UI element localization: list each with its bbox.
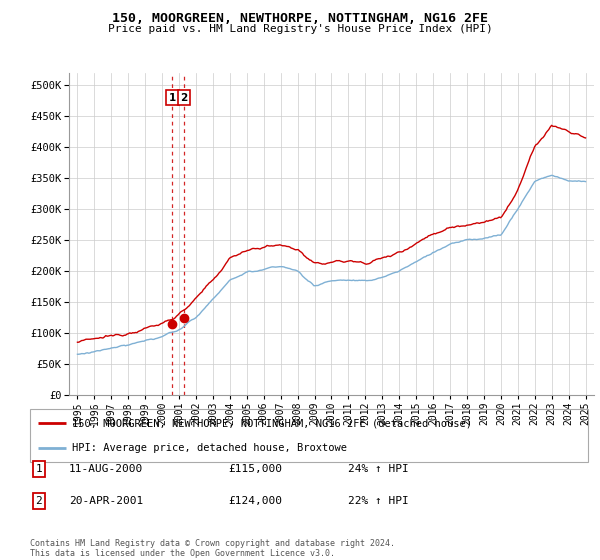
- Text: 2: 2: [181, 92, 188, 102]
- Text: 20-APR-2001: 20-APR-2001: [69, 496, 143, 506]
- Text: 1: 1: [169, 92, 176, 102]
- Text: 11-AUG-2000: 11-AUG-2000: [69, 464, 143, 474]
- Text: 22% ↑ HPI: 22% ↑ HPI: [348, 496, 409, 506]
- Text: 150, MOORGREEN, NEWTHORPE, NOTTINGHAM, NG16 2FE (detached house): 150, MOORGREEN, NEWTHORPE, NOTTINGHAM, N…: [72, 418, 472, 428]
- Text: £115,000: £115,000: [228, 464, 282, 474]
- Text: £124,000: £124,000: [228, 496, 282, 506]
- Text: 24% ↑ HPI: 24% ↑ HPI: [348, 464, 409, 474]
- Text: 2: 2: [35, 496, 43, 506]
- Text: 1: 1: [35, 464, 43, 474]
- Text: HPI: Average price, detached house, Broxtowe: HPI: Average price, detached house, Brox…: [72, 442, 347, 452]
- Text: Price paid vs. HM Land Registry's House Price Index (HPI): Price paid vs. HM Land Registry's House …: [107, 24, 493, 34]
- Text: 150, MOORGREEN, NEWTHORPE, NOTTINGHAM, NG16 2FE: 150, MOORGREEN, NEWTHORPE, NOTTINGHAM, N…: [112, 12, 488, 25]
- Text: Contains HM Land Registry data © Crown copyright and database right 2024.
This d: Contains HM Land Registry data © Crown c…: [30, 539, 395, 558]
